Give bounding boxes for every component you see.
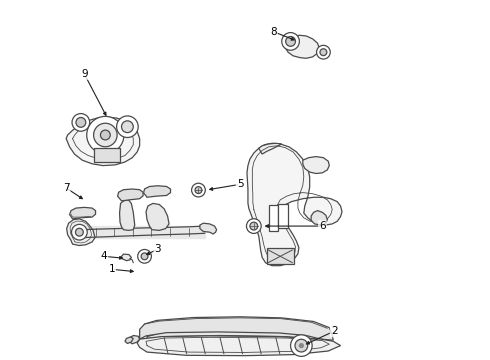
Polygon shape: [303, 157, 329, 174]
Circle shape: [76, 117, 86, 127]
Polygon shape: [128, 336, 140, 344]
Circle shape: [72, 224, 87, 240]
Circle shape: [94, 123, 117, 147]
Circle shape: [320, 49, 327, 56]
Polygon shape: [146, 203, 169, 230]
Circle shape: [75, 228, 83, 236]
Polygon shape: [267, 248, 294, 264]
Text: 8: 8: [270, 27, 277, 37]
Polygon shape: [200, 223, 217, 234]
Circle shape: [299, 344, 303, 347]
Polygon shape: [140, 317, 333, 340]
Text: 5: 5: [237, 179, 244, 189]
Text: 4: 4: [100, 251, 107, 261]
Circle shape: [291, 335, 312, 356]
Polygon shape: [67, 219, 95, 246]
Circle shape: [282, 33, 299, 50]
Polygon shape: [278, 204, 288, 228]
Text: 1: 1: [108, 264, 115, 274]
Circle shape: [295, 339, 308, 352]
Text: 6: 6: [319, 221, 326, 231]
Circle shape: [195, 186, 202, 194]
Polygon shape: [311, 211, 327, 225]
Circle shape: [286, 36, 295, 46]
Polygon shape: [120, 200, 135, 230]
Polygon shape: [259, 143, 282, 154]
Polygon shape: [247, 143, 342, 266]
Text: 2: 2: [331, 326, 338, 336]
Circle shape: [122, 121, 133, 132]
Polygon shape: [70, 207, 96, 219]
Polygon shape: [125, 337, 133, 343]
Polygon shape: [122, 254, 131, 261]
Polygon shape: [118, 189, 143, 201]
Text: 7: 7: [63, 183, 70, 193]
Circle shape: [192, 183, 205, 197]
Circle shape: [250, 222, 258, 230]
Polygon shape: [66, 117, 140, 166]
Polygon shape: [94, 148, 120, 162]
Text: 9: 9: [81, 69, 88, 79]
Circle shape: [246, 219, 261, 233]
Polygon shape: [142, 328, 323, 344]
Circle shape: [141, 253, 148, 260]
Polygon shape: [144, 186, 171, 197]
Circle shape: [87, 116, 124, 154]
Circle shape: [317, 45, 330, 59]
Polygon shape: [137, 336, 341, 356]
Polygon shape: [142, 336, 333, 353]
Polygon shape: [269, 205, 278, 231]
Circle shape: [138, 249, 151, 263]
Circle shape: [117, 116, 138, 138]
Polygon shape: [284, 35, 319, 58]
Text: 3: 3: [154, 244, 161, 254]
Circle shape: [100, 130, 110, 140]
Circle shape: [72, 114, 90, 131]
